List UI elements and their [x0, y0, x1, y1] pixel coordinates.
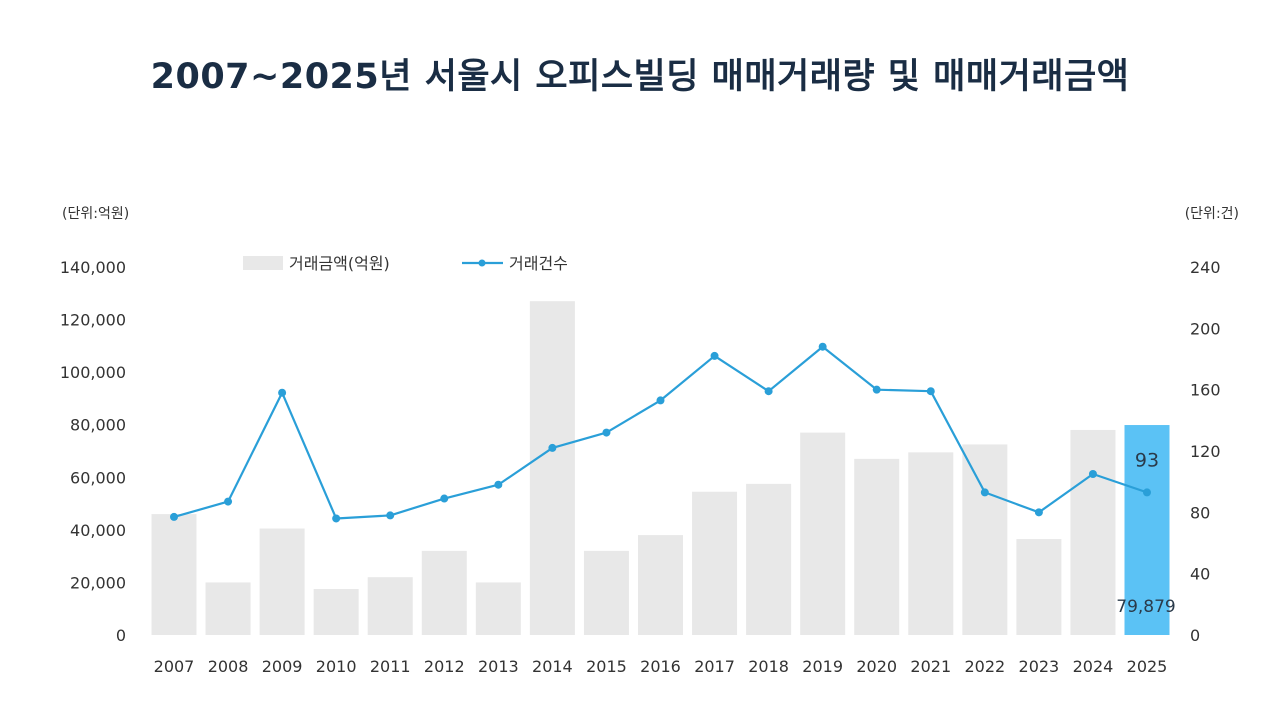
right-axis-tick-label: 200 — [1190, 319, 1221, 338]
legend-line-label: 거래건수 — [509, 254, 568, 273]
right-axis-unit: (단위:건) — [1185, 206, 1239, 222]
bar — [151, 514, 197, 635]
line-point — [1143, 488, 1151, 497]
line-point — [818, 342, 827, 351]
x-axis-tick-label: 2014 — [532, 657, 573, 676]
line-point — [386, 511, 395, 520]
bar — [475, 582, 521, 635]
line-point — [224, 497, 233, 506]
line-point — [764, 387, 773, 396]
x-axis-tick-label: 2017 — [694, 657, 735, 676]
x-axis-tick-label: 2024 — [1073, 657, 1114, 676]
x-axis-tick-label: 2008 — [208, 657, 249, 676]
chart-title: 2007~2025년 서울시 오피스빌딩 매매거래량 및 매매거래금액 — [150, 57, 1130, 97]
x-axis-tick-label: 2007 — [154, 657, 195, 676]
line-point — [980, 488, 989, 497]
legend-bar-swatch — [243, 256, 283, 270]
right-axis-tick-label: 80 — [1190, 503, 1210, 522]
x-axis-tick-label: 2015 — [586, 657, 627, 676]
bar — [692, 491, 738, 635]
x-axis-tick-label: 2018 — [748, 657, 789, 676]
left-axis-tick-label: 60,000 — [70, 468, 126, 487]
bar — [367, 577, 413, 635]
line-point — [926, 387, 935, 396]
bar — [1070, 429, 1116, 635]
x-axis-tick-label: 2012 — [424, 657, 465, 676]
bar — [205, 582, 251, 635]
right-axis-tick-label: 40 — [1190, 565, 1210, 584]
line-point — [1034, 508, 1043, 517]
bar — [313, 589, 359, 635]
x-axis-tick-label: 2009 — [262, 657, 303, 676]
x-axis-tick-label: 2011 — [370, 657, 411, 676]
bar — [638, 535, 683, 635]
right-axis-tick-label: 120 — [1190, 442, 1221, 461]
left-axis-tick-label: 100,000 — [60, 363, 126, 382]
line-point — [440, 494, 449, 503]
left-axis-tick-label: 140,000 — [60, 258, 126, 277]
line-point — [278, 388, 287, 397]
bar-highlight — [1124, 425, 1170, 635]
line-point — [548, 443, 557, 452]
legend-bar-label: 거래금액(억원) — [289, 254, 390, 273]
x-axis-tick-label: 2022 — [964, 657, 1005, 676]
line-point — [494, 480, 503, 489]
line-point — [1088, 470, 1097, 478]
bar — [800, 432, 846, 635]
left-axis-tick-label: 40,000 — [70, 521, 126, 540]
line-point — [332, 514, 341, 523]
line-point — [170, 512, 178, 521]
line-point — [602, 428, 611, 437]
x-axis-tick-label: 2010 — [316, 657, 357, 676]
right-axis-tick-label: 240 — [1190, 258, 1221, 277]
x-axis-tick-label: 2023 — [1019, 657, 1060, 676]
bar — [1016, 539, 1062, 635]
bar — [962, 444, 1008, 635]
right-axis-tick-label: 160 — [1190, 381, 1221, 400]
bar — [746, 483, 792, 635]
right-axis-tick-label: 0 — [1190, 626, 1200, 645]
highlight-bar-label: 79,879 — [1116, 597, 1175, 617]
line-point — [872, 385, 881, 394]
left-axis-tick-label: 20,000 — [70, 573, 126, 592]
bar — [421, 550, 467, 635]
x-axis-tick-label: 2013 — [478, 657, 519, 676]
x-axis-tick-label: 2021 — [910, 657, 951, 676]
x-axis-tick-label: 2016 — [640, 657, 681, 676]
left-axis-tick-label: 80,000 — [70, 416, 126, 435]
x-axis-tick-label: 2019 — [802, 657, 843, 676]
bar — [583, 550, 629, 635]
line-point — [710, 351, 719, 360]
bar — [529, 301, 575, 635]
x-axis-tick-label: 2025 — [1127, 657, 1168, 676]
left-axis-tick-label: 0 — [116, 626, 126, 645]
bar — [854, 458, 900, 635]
left-axis-unit: (단위:억원) — [62, 206, 129, 222]
legend-line-marker — [478, 259, 486, 267]
bar — [259, 528, 305, 635]
bar — [908, 452, 954, 635]
left-axis-tick-label: 120,000 — [60, 311, 126, 330]
highlight-line-label: 93 — [1135, 449, 1159, 471]
line-point — [656, 396, 665, 405]
x-axis-tick-label: 2020 — [856, 657, 897, 676]
